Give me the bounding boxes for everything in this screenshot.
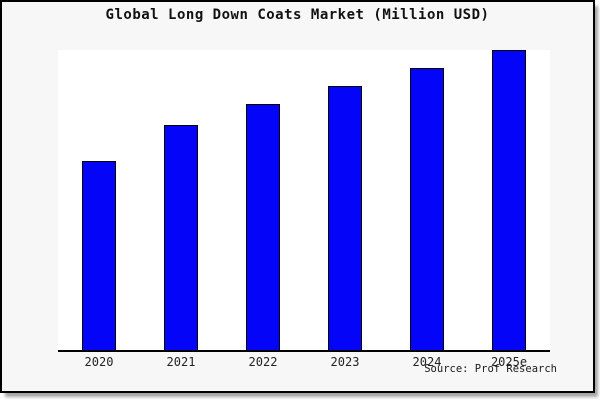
x-tick-label-2021: 2021 — [166, 355, 196, 369]
bar-2024 — [410, 68, 444, 350]
bar-2020 — [81, 161, 116, 350]
x-tick-label-2025e: 2025e — [490, 355, 528, 369]
bar-2021 — [164, 125, 198, 350]
x-tick-label-2024: 2024 — [412, 355, 442, 369]
bar-2022 — [246, 104, 280, 350]
x-tick-label-2022: 2022 — [248, 355, 278, 369]
bar-2025e — [491, 50, 526, 350]
x-tick-label-2023: 2023 — [330, 355, 360, 369]
x-axis-labels: 2020 2021 2022 2023 2024 2025e — [58, 355, 550, 369]
chart-frame: Global Long Down Coats Market (Million U… — [0, 0, 595, 393]
source-text: Source: Prof Research — [424, 363, 557, 375]
bar-2023 — [328, 86, 362, 350]
chart-title: Global Long Down Coats Market (Million U… — [105, 7, 490, 23]
x-tick-label-2020: 2020 — [84, 355, 114, 369]
plot-area — [58, 50, 550, 352]
